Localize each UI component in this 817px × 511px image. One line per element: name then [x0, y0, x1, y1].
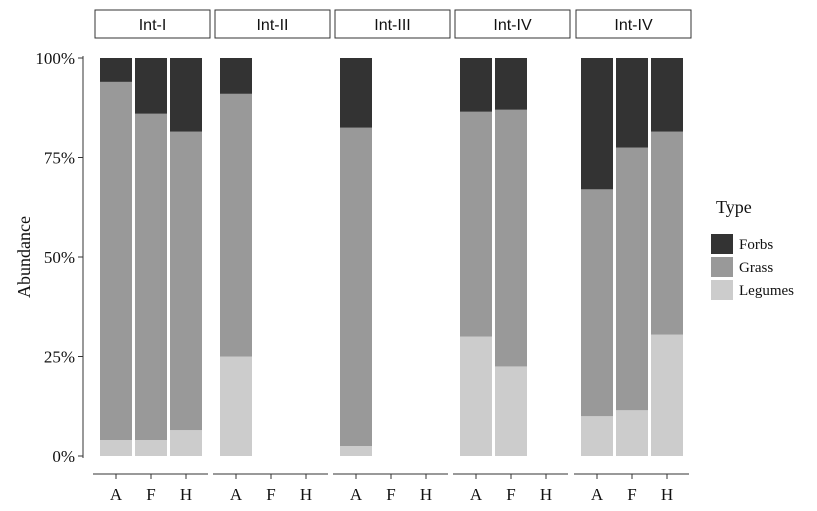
bar-segment-legumes	[581, 416, 613, 456]
x-tick-label: H	[300, 485, 312, 504]
bar-segment-grass	[170, 131, 202, 431]
bar-segment-forbs	[100, 58, 132, 82]
x-tick-label: H	[180, 485, 192, 504]
y-tick-label: 75%	[44, 149, 75, 168]
bar-segment-grass	[495, 109, 527, 367]
legend-swatch-legumes	[711, 280, 733, 300]
x-tick-label: H	[540, 485, 552, 504]
facet-label: Int-I	[139, 17, 167, 34]
y-tick-label: 100%	[35, 49, 75, 68]
bar-segment-forbs	[616, 58, 648, 148]
facet-strip	[454, 9, 571, 39]
legend-label: Grass	[739, 260, 773, 276]
facet-strip	[214, 9, 331, 39]
bar-segment-legumes	[340, 446, 372, 456]
x-tick-label: A	[230, 485, 243, 504]
facet-strip	[575, 9, 692, 39]
facet-label: Int-IV	[493, 17, 532, 34]
bar-segment-legumes	[651, 334, 683, 456]
bar-segment-legumes	[220, 356, 252, 456]
bar-segment-legumes	[460, 336, 492, 456]
y-axis-title: Abundance	[14, 216, 34, 298]
bar-segment-forbs	[220, 58, 252, 94]
bar-segment-forbs	[170, 58, 202, 132]
facet-strip	[334, 9, 451, 39]
facet-label: Int-III	[374, 17, 410, 34]
x-tick-label: F	[386, 485, 395, 504]
x-tick-label: A	[110, 485, 123, 504]
bar-segment-forbs	[581, 58, 613, 190]
bar-segment-legumes	[616, 410, 648, 456]
bar-segment-grass	[220, 93, 252, 357]
facet-strip	[94, 9, 211, 39]
x-tick-label: F	[146, 485, 155, 504]
x-tick-label: A	[470, 485, 483, 504]
legend-label: Legumes	[739, 283, 794, 299]
bar-segment-forbs	[460, 58, 492, 112]
bar-segment-forbs	[651, 58, 683, 132]
x-tick-label: F	[266, 485, 275, 504]
bar-segment-legumes	[495, 366, 527, 456]
x-tick-label: A	[350, 485, 363, 504]
bar-segment-grass	[651, 131, 683, 335]
bar-segment-grass	[135, 113, 167, 441]
facet-label: Int-IV	[614, 17, 653, 34]
bar-segment-grass	[581, 189, 613, 417]
bar-segment-grass	[460, 111, 492, 337]
x-tick-label: H	[420, 485, 432, 504]
x-tick-label: H	[661, 485, 673, 504]
bar-segment-legumes	[170, 430, 202, 456]
bar-segment-grass	[100, 81, 132, 441]
facet-label: Int-II	[256, 17, 288, 34]
bar-segment-forbs	[135, 58, 167, 114]
y-tick-label: 50%	[44, 248, 75, 267]
y-tick-label: 25%	[44, 348, 75, 367]
x-tick-label: A	[591, 485, 604, 504]
x-tick-label: F	[627, 485, 636, 504]
x-tick-label: F	[506, 485, 515, 504]
bar-segment-grass	[340, 127, 372, 447]
legend-swatch-forbs	[711, 234, 733, 254]
legend-swatch-grass	[711, 257, 733, 277]
bar-segment-forbs	[495, 58, 527, 110]
y-tick-label: 0%	[52, 447, 75, 466]
bar-segment-grass	[616, 147, 648, 411]
legend-title: Type	[716, 197, 752, 217]
bar-segment-forbs	[340, 58, 372, 128]
bar-segment-legumes	[135, 440, 167, 456]
legend-label: Forbs	[739, 237, 773, 253]
bar-segment-legumes	[100, 440, 132, 456]
